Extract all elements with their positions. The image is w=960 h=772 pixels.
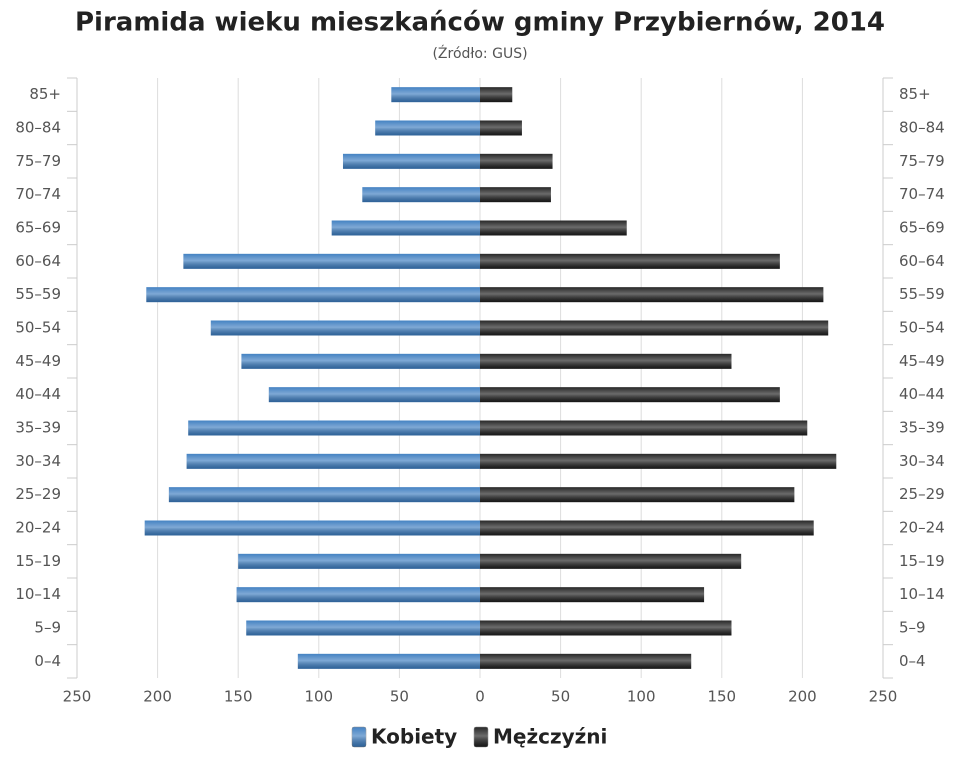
y-tick-label: 65–69 (899, 219, 945, 237)
bar (168, 487, 480, 503)
y-tick-label: 30–34 (15, 452, 61, 470)
bar (480, 153, 553, 169)
bar (146, 287, 481, 303)
bar (480, 653, 692, 669)
bar (186, 453, 480, 469)
legend-label: Kobiety (371, 725, 457, 749)
x-tick-label: 150 (224, 688, 253, 706)
y-tick-label: 15–19 (15, 552, 61, 570)
bar (238, 553, 480, 569)
y-tick-label: 45–49 (15, 352, 61, 370)
y-tick-label: 35–39 (899, 419, 945, 437)
y-tick-label: 25–29 (899, 485, 945, 503)
y-tick-label: 20–24 (899, 519, 945, 537)
x-tick-label: 100 (627, 688, 656, 706)
y-tick-label: 5–9 (899, 619, 926, 637)
legend-swatch-shine (352, 727, 366, 747)
bar (480, 320, 829, 336)
x-tick-label: 50 (551, 688, 570, 706)
y-tick-label: 50–54 (899, 319, 945, 337)
y-tick-label: 70–74 (15, 185, 61, 203)
bar (480, 87, 513, 103)
y-tick-label: 35–39 (15, 419, 61, 437)
bar (480, 287, 824, 303)
bar (480, 453, 837, 469)
y-tick-label: 55–59 (15, 285, 61, 303)
x-tick-label: 200 (788, 688, 817, 706)
bar (236, 587, 480, 603)
bar (480, 187, 551, 203)
y-tick-label: 55–59 (899, 285, 945, 303)
bar (480, 387, 780, 403)
bar (480, 220, 627, 236)
bar (480, 487, 795, 503)
y-tick-label: 0–4 (34, 652, 61, 670)
bar (331, 220, 480, 236)
bar (391, 87, 480, 103)
bar (375, 120, 480, 136)
y-tick-label: 70–74 (899, 185, 945, 203)
chart-subtitle: (Źródło: GUS) (432, 44, 527, 62)
bar (480, 253, 780, 269)
bar (241, 353, 480, 369)
bar (362, 187, 480, 203)
y-tick-label: 5–9 (34, 619, 61, 637)
bar (342, 153, 480, 169)
y-tick-label: 40–44 (899, 385, 945, 403)
y-tick-label: 25–29 (15, 485, 61, 503)
bar (268, 387, 480, 403)
y-tick-label: 75–79 (15, 152, 61, 170)
bar (183, 253, 480, 269)
x-tick-label: 150 (707, 688, 736, 706)
y-tick-label: 75–79 (899, 152, 945, 170)
y-tick-label: 10–14 (15, 585, 61, 603)
y-tick-label: 15–19 (899, 552, 945, 570)
y-tick-label: 65–69 (15, 219, 61, 237)
chart-title: Piramida wieku mieszkańców gminy Przybie… (75, 8, 885, 38)
x-tick-label: 250 (63, 688, 92, 706)
bar (188, 420, 480, 436)
bar (246, 620, 480, 636)
bar (210, 320, 480, 336)
y-tick-label: 80–84 (15, 119, 61, 137)
bar (480, 420, 808, 436)
y-tick-label: 85+ (29, 85, 61, 103)
bar (480, 353, 732, 369)
bar (480, 620, 732, 636)
y-tick-label: 10–14 (899, 585, 945, 603)
y-tick-label: 30–34 (899, 452, 945, 470)
legend-label: Mężczyźni (493, 725, 607, 749)
y-tick-label: 40–44 (15, 385, 61, 403)
x-tick-label: 50 (390, 688, 409, 706)
y-tick-label: 0–4 (899, 652, 926, 670)
legend-swatch-shine (474, 727, 488, 747)
y-tick-label: 85+ (899, 85, 931, 103)
y-tick-label: 45–49 (899, 352, 945, 370)
y-tick-label: 60–64 (15, 252, 61, 270)
bar (297, 653, 480, 669)
x-tick-label: 250 (869, 688, 898, 706)
bar (480, 120, 522, 136)
y-tick-label: 20–24 (15, 519, 61, 537)
x-tick-label: 200 (143, 688, 172, 706)
y-tick-label: 50–54 (15, 319, 61, 337)
bar (480, 553, 742, 569)
x-tick-label: 100 (304, 688, 333, 706)
y-tick-label: 60–64 (899, 252, 945, 270)
x-tick-label: 0 (475, 688, 485, 706)
bar (480, 520, 814, 536)
bar (144, 520, 481, 536)
bar (480, 587, 705, 603)
y-tick-label: 80–84 (899, 119, 945, 137)
